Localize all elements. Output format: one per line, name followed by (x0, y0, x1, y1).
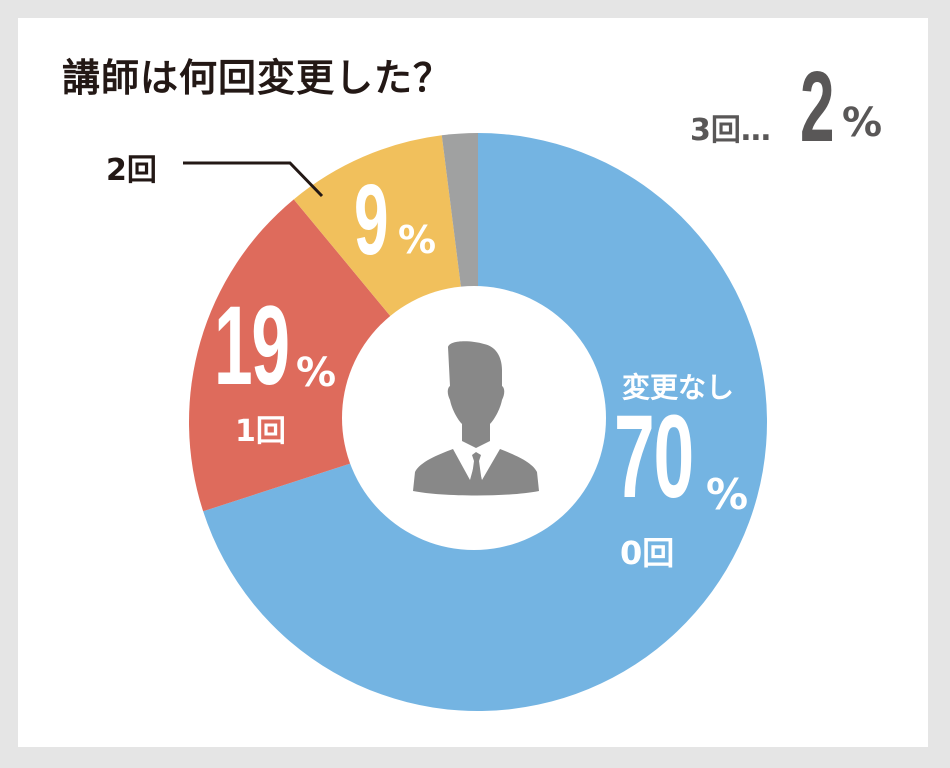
label-zero-value: 70 (614, 391, 741, 523)
chart-title: 講師は何回変更した？ (62, 56, 453, 100)
label-two-callout: 2回 (106, 153, 157, 188)
label-zero-number: 70 (614, 391, 694, 523)
label-two-number: 9 (354, 164, 388, 276)
label-one-number: 19 (214, 283, 290, 408)
label-three-prefix: 3回… (690, 113, 771, 148)
businessman-avatar-icon (413, 341, 539, 496)
label-one-unit: % (296, 350, 337, 396)
label-two-value: 9 (354, 164, 408, 276)
label-zero-sub: 0回 (620, 534, 675, 572)
label-zero-unit: % (706, 470, 749, 519)
label-zero-caption: 変更なし (622, 371, 735, 404)
label-two-unit: % (398, 218, 437, 262)
label-three-unit: % (842, 100, 883, 146)
label-one-value: 19 (214, 283, 335, 408)
label-one-sub: 1回 (235, 414, 286, 449)
callout-line-two (183, 161, 324, 198)
label-three-value: 2 (800, 51, 854, 163)
label-three-number: 2 (800, 51, 834, 163)
